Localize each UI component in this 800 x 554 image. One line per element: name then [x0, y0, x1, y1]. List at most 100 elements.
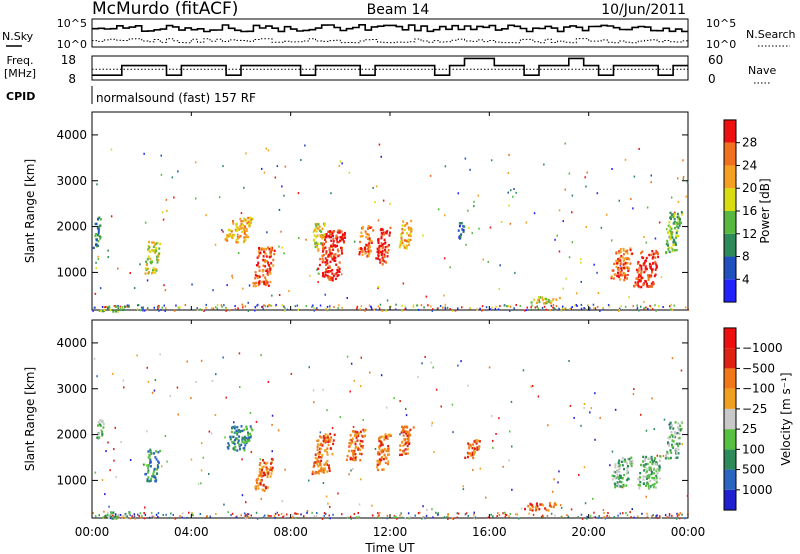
echo-cell: [364, 428, 367, 432]
ground-cell: [316, 307, 318, 310]
echo-cell: [349, 456, 352, 460]
echo-cell: [626, 261, 629, 265]
echo-cell: [318, 225, 321, 228]
ground-cell: [415, 309, 418, 311]
echo-cell: [406, 448, 409, 451]
echo-cell: [657, 252, 659, 255]
scatter-cell: [96, 375, 98, 378]
echo-cell: [626, 277, 629, 280]
ground-cell: [157, 512, 160, 515]
scatter-cell: [143, 152, 145, 155]
scatter-cell: [374, 201, 376, 204]
echo-cell: [620, 460, 623, 463]
scatter-cell: [263, 171, 266, 174]
echo-cell: [268, 248, 271, 251]
ground-cell: [264, 305, 267, 308]
echo-cell: [236, 222, 238, 226]
scatter-cell: [583, 466, 586, 469]
scatter-cell: [377, 285, 379, 288]
echo-cell: [539, 503, 542, 506]
ground-cell: [162, 514, 164, 516]
echo-cell: [159, 449, 162, 453]
ground-cell: [206, 515, 208, 518]
echo-cell: [405, 246, 408, 249]
ground-cell: [119, 514, 122, 516]
ground-cell: [407, 512, 410, 515]
echo-cell: [262, 255, 265, 258]
echo-cell: [640, 265, 643, 268]
ground-cell: [140, 306, 143, 309]
echo-cell: [667, 244, 669, 247]
ground-cell: [596, 305, 599, 308]
ground-cell: [417, 512, 420, 515]
echo-cell: [119, 308, 122, 311]
scatter-cell: [478, 227, 480, 230]
echo-cell: [270, 246, 273, 250]
echo-cell: [227, 447, 230, 450]
echo-cell: [359, 448, 362, 451]
ground-cell: [658, 515, 661, 518]
ground-cell: [319, 304, 322, 307]
echo-cell: [362, 435, 365, 438]
echo-cell: [106, 513, 109, 517]
echo-cell: [269, 253, 272, 257]
echo-cell: [149, 457, 152, 461]
echo-cell: [95, 233, 97, 236]
echo-cell: [146, 464, 149, 467]
echo-cell: [667, 457, 670, 460]
echo-cell: [314, 242, 317, 245]
scatter-cell: [326, 409, 328, 412]
echo-cell: [242, 447, 245, 450]
echo-cell: [334, 236, 337, 240]
echo-cell: [361, 253, 364, 256]
echo-cell: [352, 451, 355, 454]
echo-cell: [364, 230, 367, 233]
ground-cell: [202, 309, 204, 311]
echo-cell: [476, 448, 479, 451]
echo-cell: [155, 472, 158, 475]
scatter-cell: [562, 287, 564, 290]
echo-cell: [538, 296, 540, 299]
echo-cell: [376, 247, 379, 250]
echo-cell: [353, 430, 355, 433]
ground-cell: [148, 516, 151, 519]
echo-cell: [313, 234, 316, 237]
echo-cell: [330, 239, 333, 242]
echo-cell: [668, 437, 671, 440]
echo-cell: [101, 433, 104, 436]
echo-cell: [358, 251, 361, 254]
scatter-cell: [633, 175, 636, 178]
ground-cell: [504, 511, 506, 514]
ground-cell: [254, 308, 257, 311]
ground-cell: [636, 515, 639, 518]
ground-cell: [451, 517, 454, 520]
echo-cell: [472, 443, 475, 446]
ground-cell: [295, 516, 297, 519]
echo-cell: [266, 467, 269, 471]
echo-cell: [320, 468, 323, 471]
echo-cell: [457, 229, 460, 232]
echo-cell: [262, 274, 265, 277]
scatter-cell: [457, 192, 459, 195]
echo-cell: [650, 274, 653, 277]
scatter-cell: [353, 379, 356, 382]
echo-cell: [238, 228, 240, 231]
scatter-cell: [422, 505, 424, 508]
scatter-cell: [208, 473, 210, 475]
echo-cell: [97, 437, 100, 440]
echo-cell: [383, 238, 386, 241]
ground-cell: [235, 516, 237, 519]
echo-cell: [642, 478, 645, 481]
echo-cell: [367, 237, 370, 241]
echo-cell: [643, 469, 646, 472]
echo-cell: [621, 456, 624, 460]
scatter-cell: [673, 304, 675, 307]
echo-cell: [336, 236, 339, 239]
echo-cell: [652, 252, 655, 256]
echo-cell: [458, 224, 461, 228]
echo-cell: [122, 308, 124, 312]
echo-cell: [147, 450, 150, 453]
echo-cell: [666, 239, 669, 243]
echo-cell: [400, 237, 403, 240]
